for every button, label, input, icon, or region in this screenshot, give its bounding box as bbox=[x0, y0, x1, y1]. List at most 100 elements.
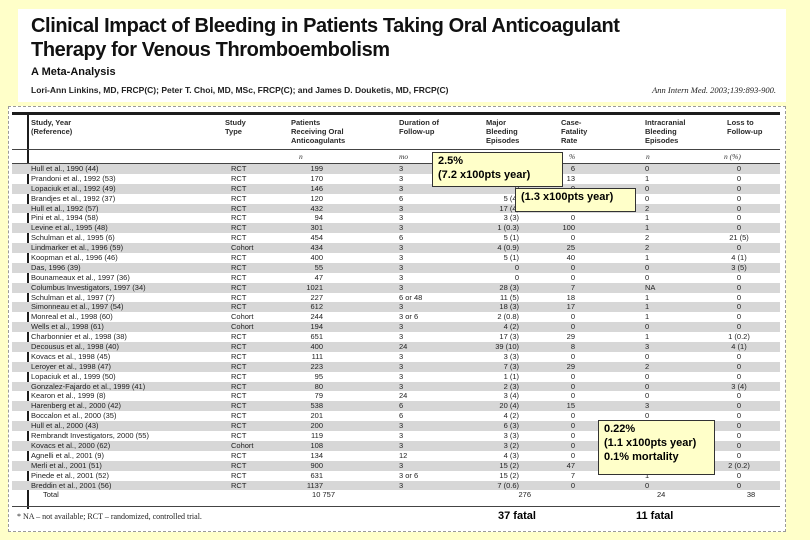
cell-major-bleeding: 5 (4) bbox=[503, 193, 519, 203]
table-row: Lindmarker et al., 1996 (59) Cohort 434 3 4 … bbox=[12, 243, 780, 254]
cell-mo: 3 bbox=[399, 431, 404, 441]
cell-major-bleeding: 5 (1) bbox=[503, 253, 519, 263]
cell-case-fatality: 7 bbox=[570, 282, 575, 292]
cell-major-bleeding: 0 bbox=[514, 262, 519, 272]
unit-mo: mo bbox=[399, 152, 409, 161]
header-duration: Duration of Follow-up bbox=[399, 118, 439, 136]
cell-major-bleeding: 3 (2) bbox=[503, 440, 519, 450]
table-row: Schulman et al., 1997 (7) RCT 227 6 or 48 11… bbox=[12, 293, 780, 303]
cell-type: RCT bbox=[231, 292, 247, 302]
cell-intracranial: 24 bbox=[657, 490, 666, 500]
cell-case-fatality: 0 bbox=[570, 440, 575, 450]
cell-mo: 3 bbox=[399, 272, 404, 282]
cell-study: Pinede et al., 2001 (52) bbox=[31, 470, 109, 480]
cell-case-fatality: 0 bbox=[570, 450, 575, 460]
cell-mo: 3 bbox=[399, 351, 404, 361]
paper-subtitle: A Meta-Analysis bbox=[31, 66, 116, 78]
cell-n: 400 bbox=[310, 342, 323, 352]
cell-study: Schulman et al., 1997 (7) bbox=[31, 292, 115, 302]
cell-mo: 12 bbox=[399, 450, 408, 460]
cell-n: 80 bbox=[314, 381, 323, 391]
cell-loss-followup: 4 (1) bbox=[731, 342, 747, 352]
table-row: Kearon et al., 1999 (8) RCT 79 24 3 (4) 0 0 0 bbox=[12, 391, 780, 401]
cell-intracranial: 0 bbox=[645, 480, 650, 490]
cell-mo: 3 bbox=[399, 262, 404, 272]
table-row: Boccalon et al., 2000 (35) RCT 201 6 4 (2) 0 0… bbox=[12, 411, 780, 421]
cell-type: RCT bbox=[231, 450, 247, 460]
table-row: Columbus Investigators, 1997 (34) RCT 1021… bbox=[12, 282, 780, 293]
cell-case-fatality: 0 bbox=[570, 411, 575, 421]
table-row: Merli et al., 2001 (51) RCT 900 3 15 (2) 47 2 … bbox=[12, 460, 780, 471]
cell-mo: 3 bbox=[399, 371, 404, 381]
cell-loss-followup: 21 (5) bbox=[729, 233, 749, 243]
table-row: Pini et al., 1994 (58) RCT 94 3 3 (3) 0 1 0 bbox=[12, 213, 780, 223]
cell-case-fatality: 29 bbox=[566, 332, 575, 342]
cell-mo: 3 bbox=[399, 183, 404, 193]
cell-loss-followup: 0 bbox=[736, 272, 742, 282]
cell-n: 79 bbox=[314, 391, 323, 401]
table-row: Rembrandt Investigators, 2000 (55) RCT 119… bbox=[12, 431, 780, 441]
cell-mo: 3 bbox=[399, 203, 404, 213]
cell-mo: 3 bbox=[399, 253, 404, 263]
cell-intracranial: 0 bbox=[645, 262, 650, 272]
cell-type: Cohort bbox=[231, 322, 254, 332]
cell-study: Pini et al., 1994 (58) bbox=[31, 213, 99, 223]
cell-study: Kovacs et al., 2000 (62) bbox=[31, 440, 111, 450]
table-row: Lopaciuk et al., 1992 (49)RCT14630000 bbox=[12, 183, 780, 194]
cell-study: Prandoni et al., 1992 (53) bbox=[31, 173, 116, 183]
cell-mo: 6 bbox=[399, 233, 404, 243]
unit-percent: % bbox=[569, 152, 576, 161]
cell-mo: 3 bbox=[399, 421, 404, 431]
cell-type: RCT bbox=[231, 391, 247, 401]
cell-type: RCT bbox=[231, 342, 247, 352]
cell-type: RCT bbox=[231, 421, 247, 431]
cell-type: RCT bbox=[231, 431, 247, 441]
cell-loss-followup: 2 (0.2) bbox=[728, 460, 750, 470]
cell-type: RCT bbox=[231, 233, 247, 243]
cell-loss-followup: 0 bbox=[736, 292, 742, 302]
callout-major-rate-line1: 2.5% bbox=[438, 155, 464, 167]
cell-intracranial: 1 bbox=[645, 213, 650, 223]
cell-study: Merli et al., 2001 (51) bbox=[31, 460, 102, 470]
table-row: Bounameaux et al., 1997 (36) RCT 47 3 0 0 0 0 bbox=[12, 273, 780, 283]
cell-loss-followup: 0 bbox=[736, 480, 742, 490]
cell-case-fatality: 0 bbox=[570, 272, 575, 282]
cell-intracranial: 0 bbox=[645, 272, 650, 282]
cell-major-bleeding: 2 (3) bbox=[503, 381, 519, 391]
cell-mo: 3 bbox=[399, 480, 404, 490]
cell-mo: 6 bbox=[399, 401, 404, 411]
cell-study: Rembrandt Investigators, 2000 (55) bbox=[31, 431, 149, 441]
cell-major-bleeding: 4 (2) bbox=[503, 322, 519, 332]
cell-intracranial: 1 bbox=[645, 302, 650, 312]
cell-intracranial: 1 bbox=[645, 173, 650, 183]
cell-n: 301 bbox=[310, 223, 323, 233]
callout-ich-line3: 0.1% mortality bbox=[604, 450, 679, 463]
cell-case-fatality: 18 bbox=[566, 292, 575, 302]
cell-type: RCT bbox=[231, 183, 247, 193]
cell-study: Breddin et al., 2001 (56) bbox=[31, 480, 112, 490]
cell-n: 200 bbox=[310, 421, 323, 431]
cell-case-fatality: 0 bbox=[570, 351, 575, 361]
cell-study: Kovacs et al., 1998 (45) bbox=[31, 351, 111, 361]
cell-type: RCT bbox=[231, 262, 247, 272]
cell-study: Boccalon et al., 2000 (35) bbox=[31, 411, 117, 421]
cell-loss-followup: 0 bbox=[736, 193, 742, 203]
cell-major-bleeding: 4 (0.9) bbox=[497, 243, 519, 253]
callout-ich-line2: (1.1 x100pts year) bbox=[604, 436, 697, 449]
cell-case-fatality: 15 bbox=[566, 401, 575, 411]
cell-major-bleeding: 11 (5) bbox=[499, 292, 519, 302]
cell-major-bleeding: 18 (3) bbox=[499, 302, 519, 312]
cell-intracranial: 2 bbox=[645, 361, 650, 371]
cell-loss-followup: 4 (1) bbox=[731, 253, 747, 263]
paper-authors: Lori-Ann Linkins, MD, FRCP(C); Peter T. … bbox=[31, 85, 449, 95]
cell-intracranial: 1 bbox=[645, 312, 650, 322]
table-row: Monreal et al., 1998 (60) Cohort 244 3 or 6… bbox=[12, 312, 780, 322]
cell-loss-followup: 3 (5) bbox=[731, 262, 747, 272]
cell-type: RCT bbox=[231, 351, 247, 361]
cell-mo: 24 bbox=[399, 391, 408, 401]
cell-mo: 24 bbox=[399, 342, 408, 352]
cell-case-fatality: 0 bbox=[570, 322, 575, 332]
cell-type: RCT bbox=[231, 361, 247, 371]
cell-n: 651 bbox=[310, 332, 323, 342]
